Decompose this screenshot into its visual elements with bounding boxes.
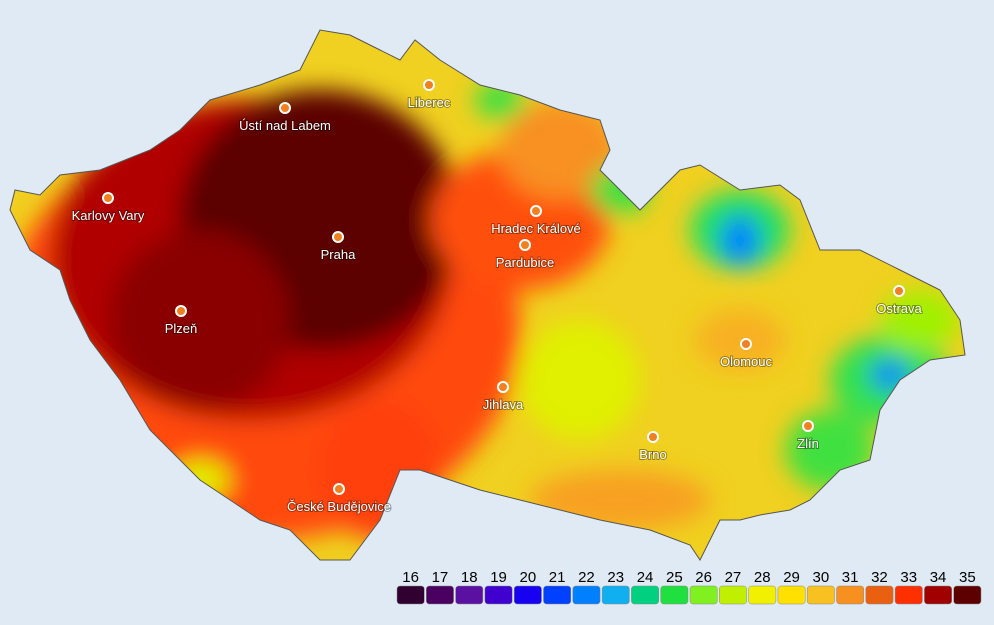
legend-label: 24 [637, 569, 654, 586]
city-label: Ústí nad Labem [239, 118, 331, 133]
legend-label: 20 [520, 569, 537, 586]
city-marker [740, 338, 752, 350]
legend-swatch [543, 585, 572, 605]
legend-swatch [396, 585, 425, 605]
legend-label: 29 [783, 569, 800, 586]
legend-label: 18 [461, 569, 478, 586]
legend-swatch [513, 585, 542, 605]
legend-swatch [806, 585, 835, 605]
city-label: Karlovy Vary [72, 208, 145, 223]
legend-label: 26 [695, 569, 712, 586]
city-marker [332, 231, 344, 243]
legend-swatch [689, 585, 718, 605]
legend-swatch [631, 585, 659, 605]
city-marker [102, 192, 114, 204]
city-label: Jihlava [483, 397, 524, 412]
city-marker [279, 102, 291, 114]
legend-swatch [572, 585, 601, 605]
legend-label: 33 [900, 569, 917, 586]
legend-swatch [455, 585, 484, 605]
legend-label: 30 [813, 569, 830, 586]
legend-label: 34 [930, 569, 947, 586]
legend-label: 16 [402, 569, 419, 586]
legend-swatch [660, 585, 689, 605]
city-label: Plzeň [165, 321, 198, 336]
city-label: České Budějovice [287, 499, 391, 514]
legend-label: 17 [432, 569, 449, 586]
legend-swatch [748, 585, 777, 605]
city-marker [175, 305, 187, 317]
legend-swatch [924, 585, 952, 605]
legend-swatch [484, 585, 513, 605]
city-marker [423, 79, 435, 91]
city-marker [497, 381, 509, 393]
city-label: Hradec Králové [491, 221, 581, 236]
city-marker [893, 285, 905, 297]
city-label: Ostrava [876, 301, 922, 316]
legend-label: 23 [607, 569, 624, 586]
legend-label: 25 [666, 569, 683, 586]
city-marker [802, 420, 814, 432]
city-label: Liberec [408, 95, 451, 110]
legend-label: 27 [725, 569, 742, 586]
city-marker [519, 239, 531, 251]
legend-swatch [719, 585, 747, 605]
legend-swatch [894, 585, 923, 605]
city-marker [333, 483, 345, 495]
city-label: Olomouc [720, 354, 773, 369]
city-label: Praha [321, 247, 356, 262]
legend-swatch [953, 585, 982, 605]
legend-swatch [865, 585, 894, 605]
city-layer: Liberec Ústí nad Labem Karlovy Vary Praha Hr… [71, 79, 924, 515]
legend-swatch [836, 585, 865, 605]
legend-label: 32 [871, 569, 888, 586]
legend-swatch [426, 585, 454, 605]
legend-label: 35 [959, 569, 976, 586]
legend-swatch [777, 585, 806, 605]
legend-label: 31 [842, 569, 859, 586]
legend-label: 19 [490, 569, 507, 586]
legend-label: 28 [754, 569, 771, 586]
city-marker [647, 431, 659, 443]
legend-label: 21 [549, 569, 566, 586]
city-marker [530, 205, 542, 217]
legend: 16 17 18 19 20 21 22 23 24 25 26 27 28 29 30 31 32 33 34 35 [396, 569, 982, 605]
legend-swatch [601, 585, 630, 605]
city-label: Pardubice [496, 255, 555, 270]
city-label: Zlín [797, 436, 819, 451]
city-label: Brno [639, 447, 666, 462]
legend-label: 22 [578, 569, 595, 586]
